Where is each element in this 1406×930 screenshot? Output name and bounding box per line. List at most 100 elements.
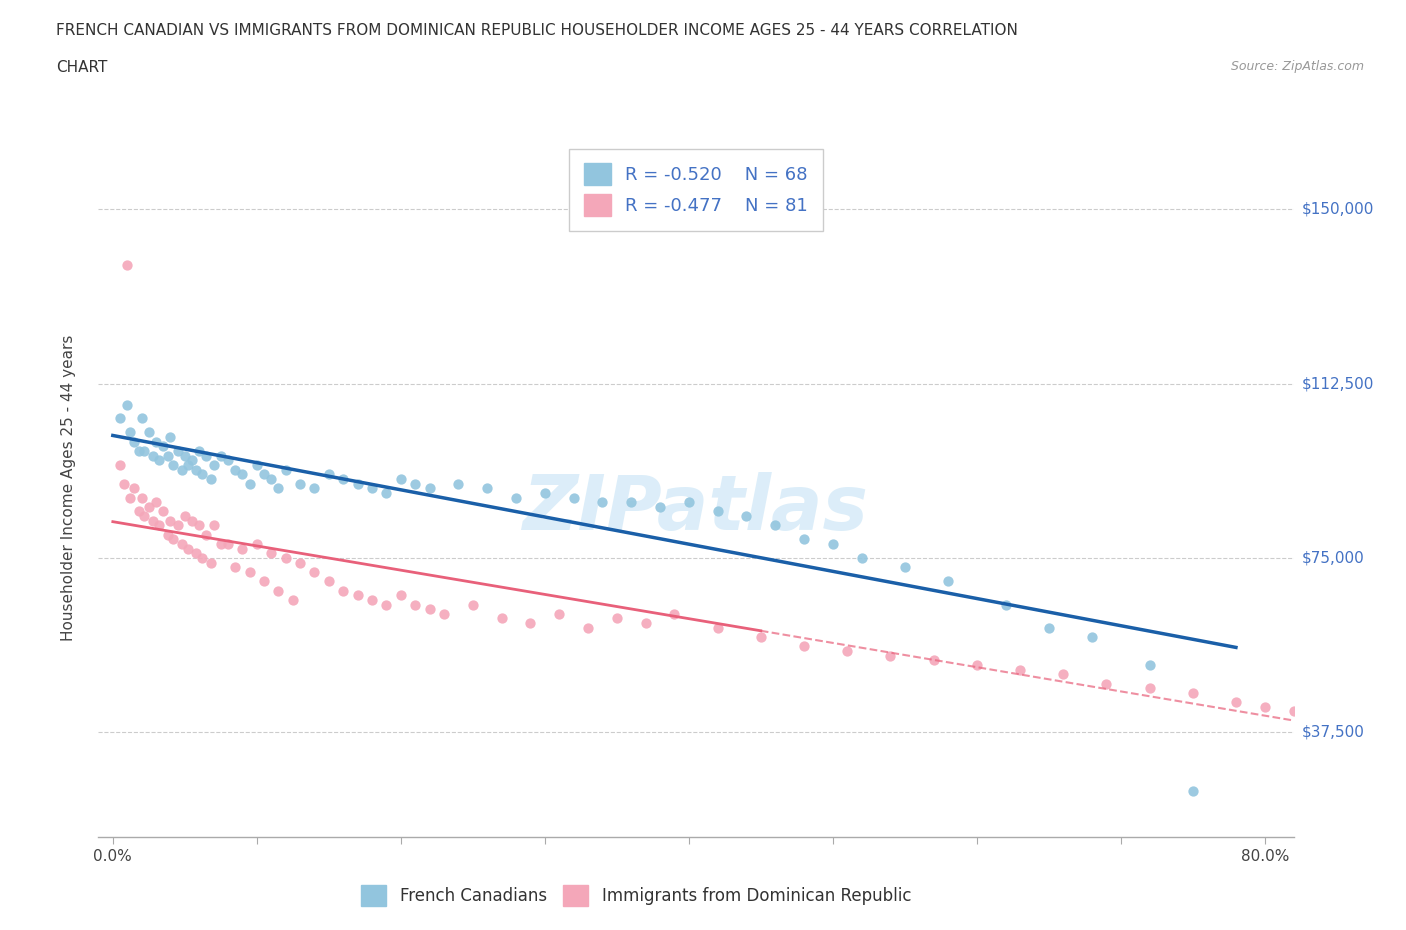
Point — [375, 485, 398, 500]
Point — [108, 458, 131, 472]
Point — [966, 658, 988, 672]
Text: $75,000: $75,000 — [1302, 551, 1365, 565]
Point — [217, 537, 239, 551]
Point — [994, 597, 1017, 612]
Point — [131, 411, 153, 426]
Point — [851, 551, 873, 565]
Point — [124, 434, 146, 449]
Point — [389, 588, 412, 603]
Point — [1052, 667, 1074, 682]
Point — [893, 560, 915, 575]
Point — [253, 467, 276, 482]
Point — [195, 448, 218, 463]
Point — [145, 434, 167, 449]
Point — [115, 397, 138, 412]
Point — [389, 472, 412, 486]
Point — [318, 574, 340, 589]
Point — [1139, 681, 1161, 696]
Text: ZIPatlas: ZIPatlas — [523, 472, 869, 546]
Point — [209, 537, 232, 551]
Point — [239, 565, 262, 579]
Point — [821, 537, 844, 551]
Text: CHART: CHART — [56, 60, 108, 75]
Text: Source: ZipAtlas.com: Source: ZipAtlas.com — [1230, 60, 1364, 73]
Point — [288, 476, 311, 491]
Point — [267, 481, 290, 496]
Point — [1181, 783, 1204, 798]
Point — [505, 490, 527, 505]
Point — [162, 458, 184, 472]
Point — [1095, 676, 1118, 691]
Point — [120, 490, 142, 505]
Point — [173, 448, 195, 463]
Point — [200, 472, 222, 486]
Point — [134, 509, 156, 524]
Point — [246, 537, 269, 551]
Point — [1398, 723, 1406, 737]
Point — [1254, 699, 1277, 714]
Point — [202, 458, 225, 472]
Point — [361, 592, 384, 607]
Point — [477, 481, 499, 496]
Point — [304, 565, 326, 579]
Point — [186, 462, 208, 477]
Point — [548, 606, 571, 621]
Point — [145, 495, 167, 510]
Point — [346, 588, 368, 603]
Point — [404, 476, 426, 491]
Point — [519, 616, 541, 631]
Point — [461, 597, 484, 612]
Point — [115, 258, 138, 272]
Point — [253, 574, 276, 589]
Point — [166, 444, 188, 458]
Point — [120, 425, 142, 440]
Point — [188, 444, 211, 458]
Point — [186, 546, 208, 561]
Point — [620, 495, 643, 510]
Point — [1340, 713, 1362, 728]
Point — [138, 425, 160, 440]
Point — [148, 518, 170, 533]
Point — [1282, 704, 1305, 719]
Point — [156, 527, 179, 542]
Point — [879, 648, 901, 663]
Point — [170, 462, 193, 477]
Y-axis label: Householder Income Ages 25 - 44 years: Householder Income Ages 25 - 44 years — [60, 335, 76, 642]
Point — [648, 499, 671, 514]
Point — [288, 555, 311, 570]
Point — [1310, 709, 1333, 724]
Point — [274, 551, 297, 565]
Point — [124, 481, 146, 496]
Point — [447, 476, 470, 491]
Text: $112,500: $112,500 — [1302, 376, 1374, 392]
Point — [191, 551, 214, 565]
Point — [181, 453, 204, 468]
Point — [562, 490, 585, 505]
Point — [128, 504, 150, 519]
Point — [1225, 695, 1247, 710]
Point — [176, 541, 198, 556]
Point — [678, 495, 700, 510]
Point — [231, 467, 253, 482]
Point — [281, 592, 304, 607]
Point — [134, 444, 156, 458]
Point — [706, 504, 728, 519]
Point — [419, 602, 441, 617]
Point — [533, 485, 555, 500]
Point — [166, 518, 188, 533]
Point — [231, 541, 253, 556]
Point — [246, 458, 269, 472]
Point — [793, 532, 815, 547]
Point — [706, 620, 728, 635]
Point — [181, 513, 204, 528]
Point — [138, 499, 160, 514]
Point — [404, 597, 426, 612]
Point — [224, 462, 246, 477]
Point — [346, 476, 368, 491]
Point — [239, 476, 262, 491]
Point — [664, 606, 686, 621]
Point — [108, 411, 131, 426]
Point — [152, 504, 174, 519]
Point — [191, 467, 214, 482]
Point — [332, 472, 354, 486]
